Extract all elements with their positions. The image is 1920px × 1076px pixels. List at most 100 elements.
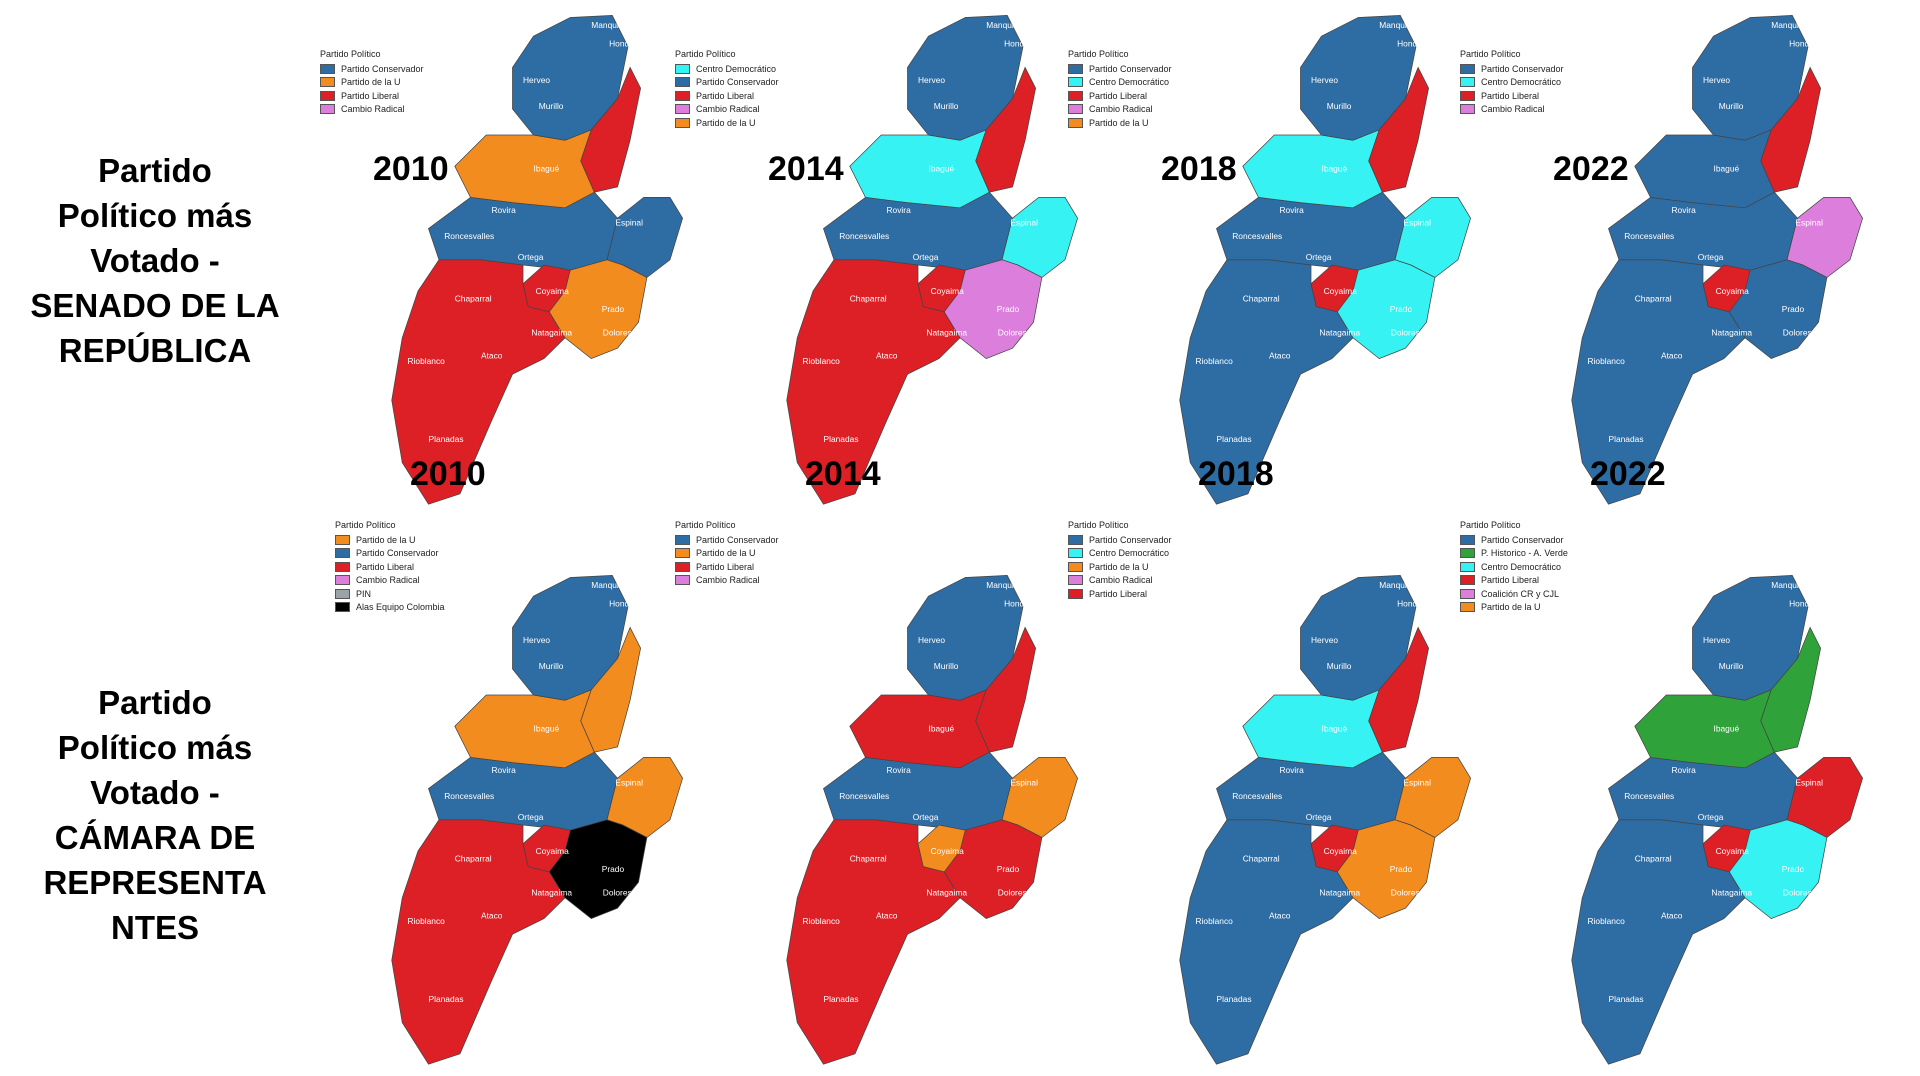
- legend-title: Partido Político: [335, 520, 396, 530]
- legend-label: Partido de la U: [356, 534, 416, 545]
- legend-label: Centro Democrático: [1481, 561, 1562, 572]
- legend-swatch: [1068, 534, 1083, 545]
- department-map: Manquita Herveo Honda Murillo Ibagué Rovira Es…: [1179, 575, 1471, 1065]
- municipality-label: Coyaima: [931, 846, 964, 856]
- municipality-label: Planadas: [1217, 434, 1252, 444]
- legend-label: Partido Liberal: [1089, 90, 1148, 101]
- legend-swatch: [1460, 104, 1475, 115]
- legend-label: Cambio Radical: [696, 575, 760, 586]
- row-title-line: REPÚBLICA: [58, 332, 252, 369]
- municipality-label: Rioblanco: [803, 916, 841, 926]
- region-south: [1179, 259, 1354, 505]
- municipality-label: Espinal: [1403, 218, 1431, 228]
- year-label: 2022: [1590, 455, 1666, 493]
- legend-label: Partido Conservador: [341, 63, 424, 74]
- row-title-senado: Partido Político más Votado - SENADO DE LA R…: [0, 148, 310, 373]
- municipality-label: Rovira: [492, 205, 517, 215]
- municipality-label: Coyaima: [536, 286, 569, 296]
- municipality-label: Herveo: [523, 635, 550, 645]
- region-coyaima: [522, 264, 571, 313]
- municipality-label: Murillo: [1719, 661, 1744, 671]
- municipality-label: Natagaima: [531, 328, 572, 338]
- map-legend: Partido Político Partido Conservador Centr…: [1068, 49, 1172, 130]
- municipality-label: Dolores: [998, 328, 1027, 338]
- legend-item: Partido Conservador: [335, 547, 445, 561]
- region-southeast: [943, 259, 1043, 360]
- department-map: Manquita Herveo Honda Murillo Ibagué Rovira Es…: [391, 15, 683, 505]
- municipality-label: Ataco: [876, 351, 898, 361]
- legend-swatch: [1460, 602, 1475, 613]
- legend-swatch: [1068, 117, 1083, 128]
- legend-title: Partido Político: [1460, 49, 1521, 59]
- municipality-label: Honda: [1397, 39, 1422, 49]
- legend-item: Cambio Radical: [320, 103, 424, 117]
- municipality-label: Natagaima: [1711, 328, 1752, 338]
- row-title-line: NTES: [110, 909, 199, 946]
- legend-label: Centro Democrático: [1089, 548, 1170, 559]
- municipality-label: Planadas: [429, 994, 464, 1004]
- map-panel-senado-2022: Manquita Herveo Honda Murillo Ibagué Rovira Es…: [1460, 5, 1920, 515]
- legend-swatch: [675, 63, 690, 74]
- region-southeast: [548, 259, 648, 360]
- region-south: [391, 259, 566, 505]
- legend-item: P. Historico - A. Verde: [1460, 547, 1568, 561]
- legend-item: PIN: [335, 587, 445, 601]
- municipality-label: Roncesvalles: [444, 231, 494, 241]
- legend-label: Partido Liberal: [341, 90, 400, 101]
- region-ne_strip: [1760, 626, 1821, 753]
- legend-label: Partido de la U: [341, 77, 401, 88]
- legend-swatch: [335, 548, 350, 559]
- region-center: [849, 129, 990, 209]
- municipality-label: Dolores: [603, 888, 632, 898]
- legend-swatch: [675, 77, 690, 88]
- municipality-label: Roncesvalles: [839, 231, 889, 241]
- legend-swatch: [335, 588, 350, 599]
- map-panel-senado-2010: Manquita Herveo Honda Murillo Ibagué Rovira Es…: [320, 5, 775, 515]
- map-legend: Partido Político Partido Conservador Centr…: [1068, 520, 1172, 601]
- municipality-label: Chaparral: [1635, 293, 1672, 303]
- municipality-label: Prado: [1782, 304, 1805, 314]
- municipality-label: Manquita: [1771, 20, 1806, 30]
- legend-label: PIN: [356, 588, 372, 599]
- legend-item: Partido Liberal: [675, 560, 779, 574]
- legend-title: Partido Político: [1068, 49, 1129, 59]
- legend-label: Cambio Radical: [1089, 575, 1153, 586]
- municipality-label: Murillo: [1327, 101, 1352, 111]
- municipality-label: Planadas: [824, 994, 859, 1004]
- municipality-label: Rioblanco: [1588, 916, 1626, 926]
- municipality-label: Alpujarra: [960, 921, 994, 931]
- legend-swatch: [320, 63, 335, 74]
- legend-label: Centro Democrático: [1089, 77, 1170, 88]
- municipality-label: Ortega: [518, 812, 544, 822]
- region-south: [786, 819, 961, 1065]
- municipality-label: Coyaima: [1324, 286, 1357, 296]
- map-legend: Partido Político Partido Conservador Centr…: [1460, 49, 1564, 116]
- municipality-label: Alpujarra: [565, 921, 599, 931]
- legend-swatch: [1460, 548, 1475, 559]
- department-map: Manquita Herveo Honda Murillo Ibagué Rovira Es…: [1571, 15, 1863, 505]
- municipality-label: Dolores: [603, 328, 632, 338]
- municipality-label: Alpujarra: [1745, 921, 1779, 931]
- legend-item: Centro Democrático: [1460, 76, 1564, 90]
- municipality-label: Ataco: [1269, 351, 1291, 361]
- legend-item: Partido de la U: [1068, 116, 1172, 130]
- municipality-label: Natagaima: [1319, 888, 1360, 898]
- legend-item: Centro Democrático: [1068, 547, 1172, 561]
- legend-item: Partido Liberal: [675, 89, 779, 103]
- municipality-label: Manquita: [1379, 580, 1414, 590]
- municipality-label: Ortega: [1698, 812, 1724, 822]
- municipality-label: Murillo: [1327, 661, 1352, 671]
- legend-label: Partido de la U: [1089, 561, 1149, 572]
- municipality-label: Manquita: [986, 580, 1021, 590]
- legend-label: Partido Conservador: [696, 534, 779, 545]
- municipality-label: Ibagué: [1714, 723, 1740, 733]
- region-southeast: [1728, 819, 1828, 920]
- map-legend: Partido Político Partido Conservador Parti…: [320, 49, 424, 116]
- legend-item: Partido Conservador: [1068, 62, 1172, 76]
- row-title-line: CÁMARA DE: [54, 819, 256, 856]
- row-title-camara: Partido Político más Votado - CÁMARA DE REPR…: [0, 680, 310, 950]
- legend-swatch: [675, 534, 690, 545]
- region-southeast: [1336, 259, 1436, 360]
- municipality-label: Coyaima: [1716, 286, 1749, 296]
- year-label: 2010: [373, 150, 449, 188]
